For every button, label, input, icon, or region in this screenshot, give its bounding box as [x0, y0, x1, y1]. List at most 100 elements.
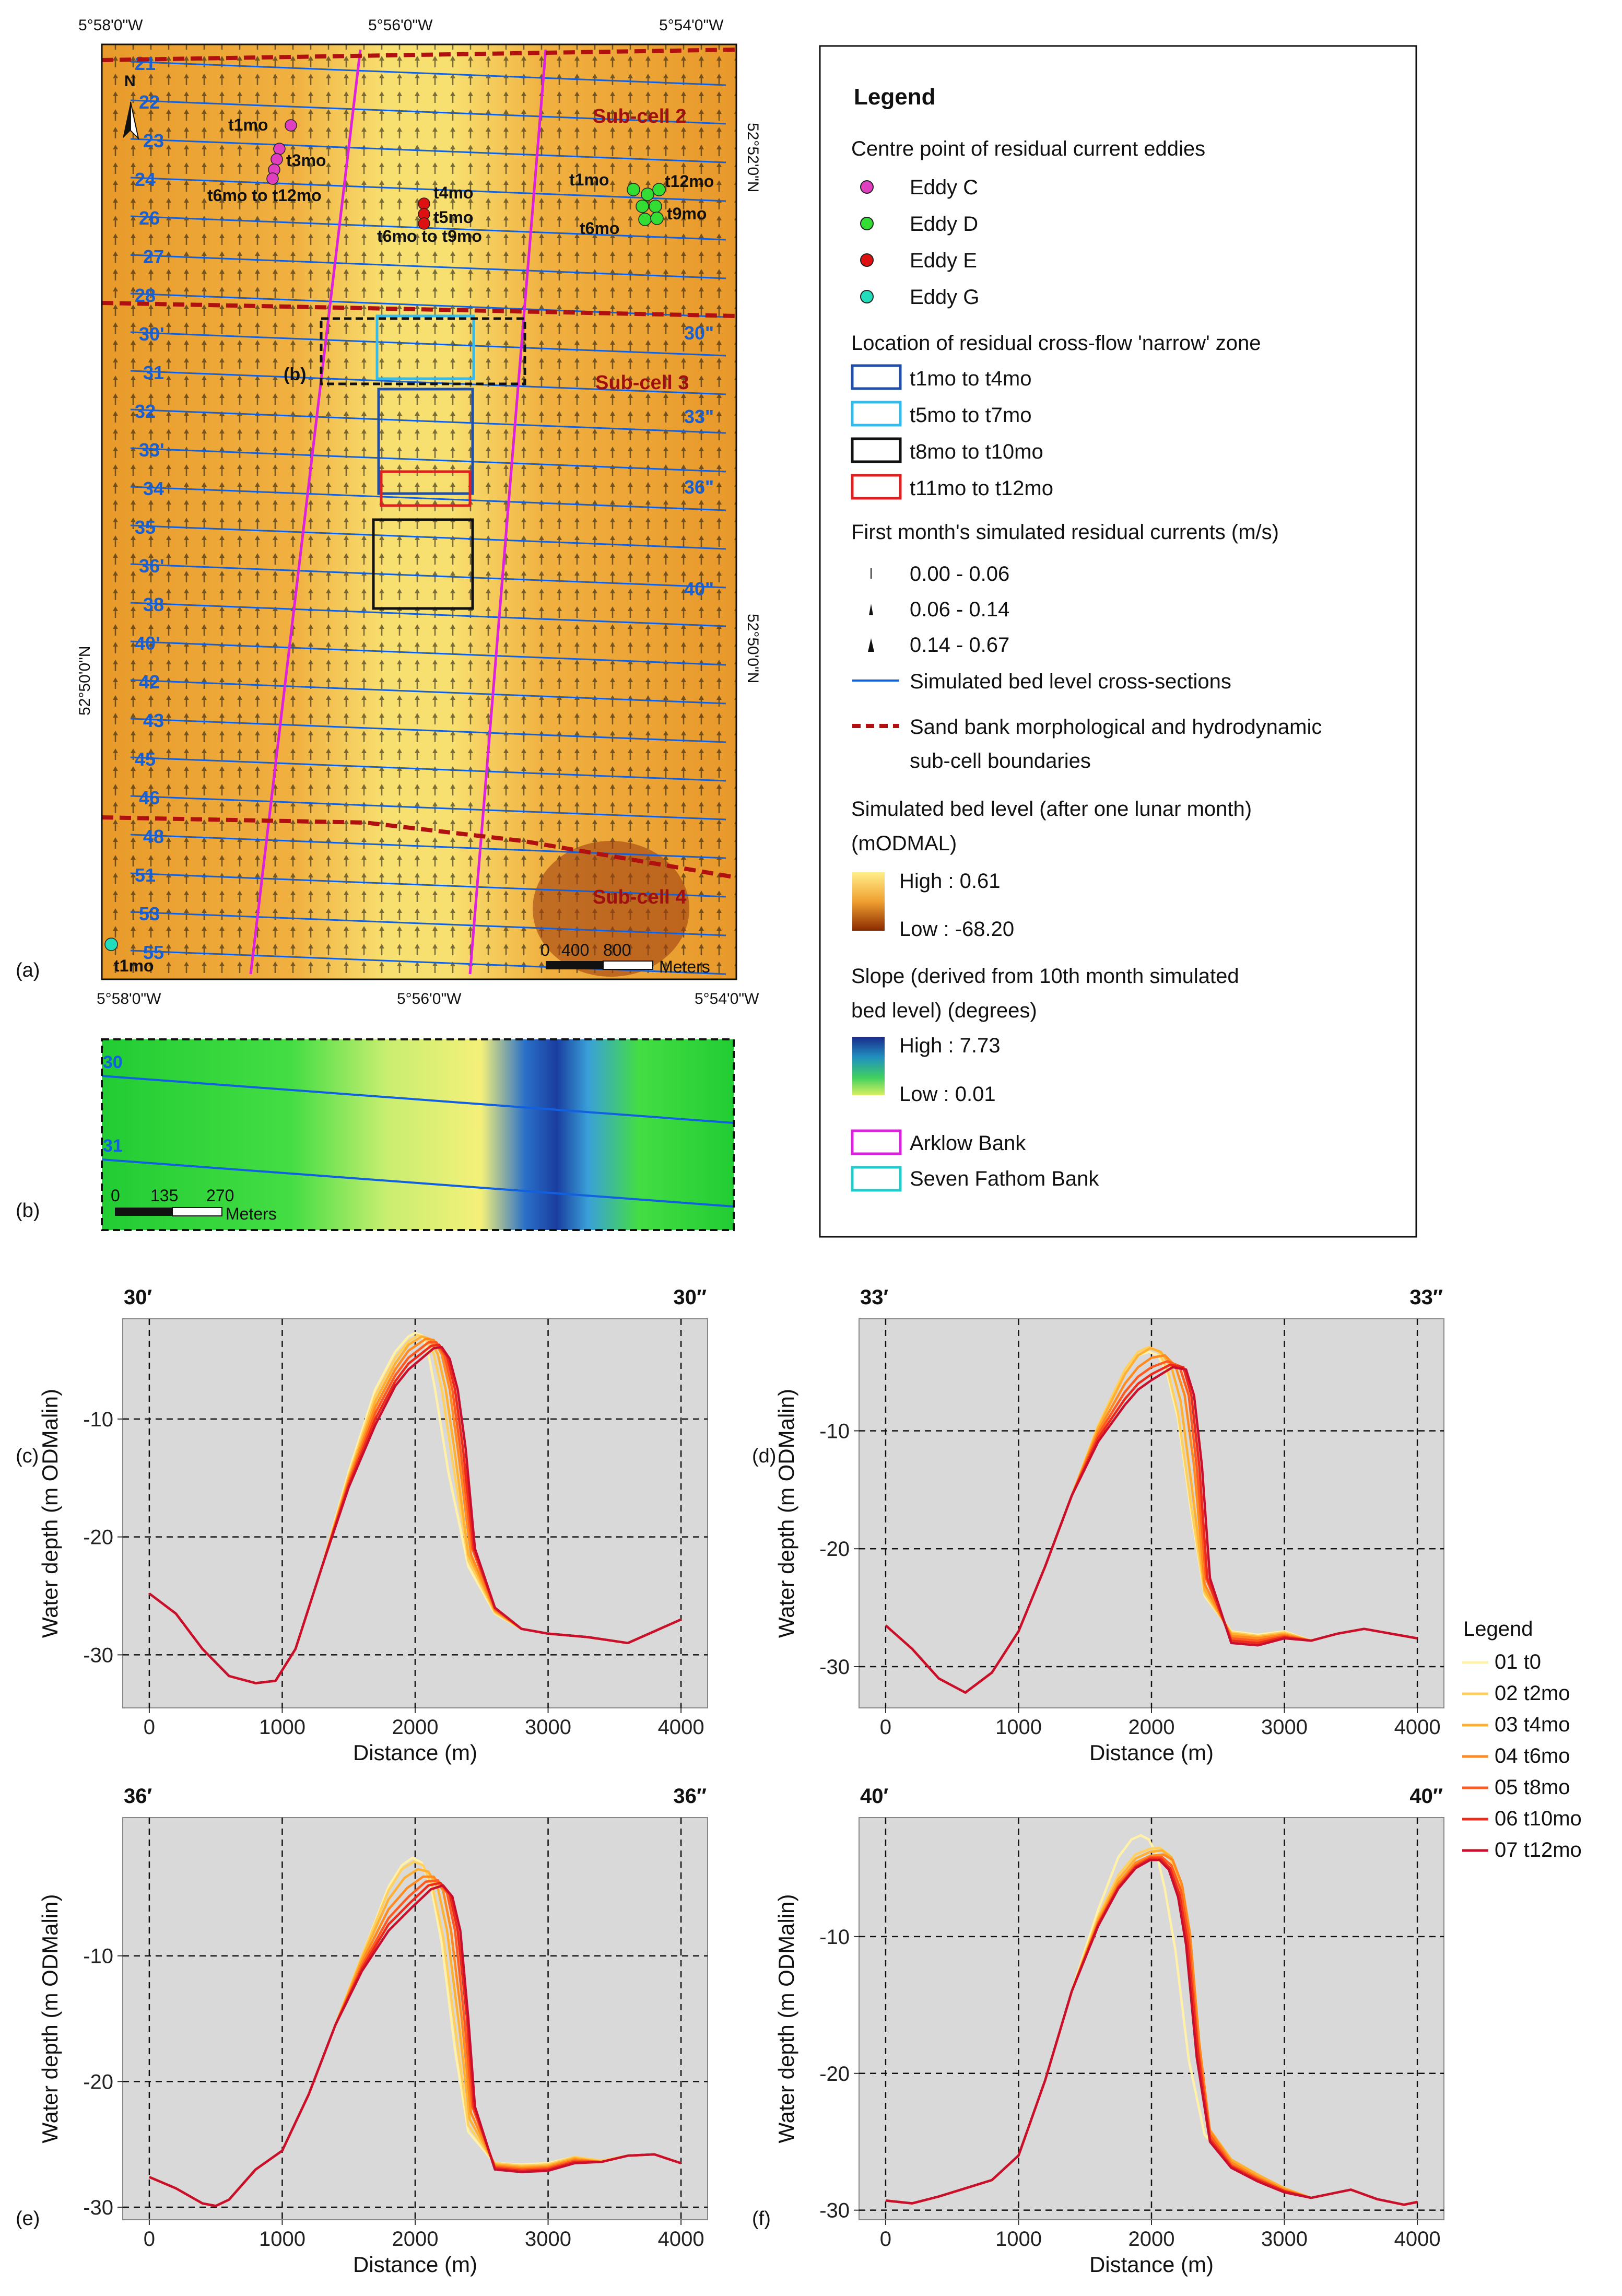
y-tick-label: -20 [819, 2063, 850, 2086]
profile-chart: 0 1000 2000 3000 4000 -10 -20 -30 Distance (m) Wa… [774, 1785, 1444, 2277]
section-start-label: 36′ [124, 1785, 152, 1808]
map-section-line [130, 679, 726, 705]
subcell-label: Sub-cell 2 [593, 106, 687, 127]
scale-unit: Meters [659, 957, 710, 976]
legend-eddy-label: Eddy D [910, 213, 978, 236]
map-section-line [130, 872, 726, 898]
map-section-line [130, 563, 726, 589]
map-section-label: 33' [139, 439, 164, 461]
x-tick-label: 3000 [1261, 2228, 1308, 2251]
x-tick-label: 2000 [392, 1716, 439, 1739]
north-label: N [124, 73, 136, 90]
map-legend: Legend Centre point of residual current … [819, 45, 1417, 1238]
series-line [148, 1345, 682, 1684]
scale-tick: 0 [111, 1186, 120, 1205]
x-tick-label: 4000 [658, 2228, 704, 2251]
x-tick-label: 0 [144, 1716, 155, 1739]
legend-title: Legend [854, 84, 935, 110]
map-section-label: 23 [143, 130, 164, 151]
map-section-line [130, 486, 726, 511]
legend-bed-ramp [852, 872, 885, 931]
x-tick-label: 1000 [995, 2228, 1042, 2251]
map-section-line [130, 640, 726, 666]
eddy-label: t4mo [433, 183, 473, 202]
map-section-line [130, 61, 726, 86]
scale-tick: 270 [206, 1186, 234, 1205]
map-section-end-label: 40" [684, 578, 714, 600]
eddy-d-point [638, 213, 652, 226]
panel-label-e: (e) [16, 2208, 40, 2230]
map-section-line [130, 718, 726, 743]
profile-legend-label: 02 t2mo [1495, 1682, 1570, 1705]
map-section-line [130, 254, 726, 279]
map-section-line [130, 950, 726, 975]
legend-crosssection-label: Simulated bed level cross-sections [910, 670, 1231, 693]
panel-label-c: (c) [16, 1445, 39, 1467]
legend-sevenfathom-swatch [851, 1166, 902, 1192]
legend-eddy-label: Eddy C [910, 176, 978, 199]
eddy-label: t12mo [665, 172, 714, 191]
map-section-label: 21 [135, 53, 156, 74]
eddy-label: t9mo [667, 204, 707, 223]
eddy-d-point [650, 212, 664, 225]
map-section-line [130, 331, 726, 357]
lat-tick-right: 52°52'0"N [744, 123, 761, 192]
map-section-label: 34 [143, 478, 164, 499]
x-axis-label: Distance (m) [1089, 2252, 1214, 2277]
map-section-label: 35 [135, 517, 156, 538]
scale-tick: 135 [150, 1186, 178, 1205]
legend-current-label: 0.00 - 0.06 [910, 563, 1009, 585]
y-tick-label: -30 [83, 1644, 113, 1667]
legend-eddy-label: Eddy G [910, 286, 979, 309]
eddy-label: t6mo to t9mo [377, 227, 482, 245]
x-tick-label: 3000 [1261, 1716, 1308, 1739]
map-section-label: 30' [139, 323, 164, 345]
map-section-label: 40' [135, 632, 160, 654]
map-residual-current-arrows [102, 44, 736, 979]
map-section-end-label: 36" [684, 476, 714, 498]
map-scale-bar: 0 400 800 Meters [540, 941, 710, 976]
map-section-label: 43 [143, 710, 164, 731]
legend-frame [819, 45, 1417, 1238]
legend-eddy-e-swatch [860, 253, 874, 267]
profile-chart: 0 1000 2000 3000 4000 -10 -20 -30 Distance (m) Wa… [38, 1785, 708, 2277]
x-tick-label: 4000 [1394, 1716, 1441, 1739]
lon-tick-bottom: 5°54'0"W [695, 990, 759, 1008]
subcell-label: Sub-cell 4 [593, 886, 687, 908]
legend-zone-label: t11mo to t12mo [910, 477, 1053, 500]
map-section-line [130, 177, 726, 202]
zone-t8mo-t10mo [372, 518, 474, 610]
x-tick-label: 0 [880, 1716, 891, 1739]
x-tick-label: 4000 [1394, 2228, 1441, 2251]
eddy-c-point [266, 172, 279, 185]
legend-eddy-d-swatch [860, 217, 874, 230]
eddy-d-point [641, 188, 654, 201]
scale-unit: Meters [226, 1204, 277, 1223]
lon-tick-top: 5°54'0"W [659, 17, 724, 34]
x-tick-label: 1000 [995, 1716, 1042, 1739]
legend-current-heading: First month's simulated residual current… [851, 521, 1279, 544]
y-axis-label: Water depth (m ODMalin) [38, 1389, 62, 1638]
x-tick-label: 0 [880, 2228, 891, 2251]
legend-slope-heading: bed level) (degrees) [851, 999, 1037, 1022]
x-tick-label: 2000 [1129, 2228, 1175, 2251]
eddy-d-point [636, 200, 649, 213]
legend-slope-ramp [852, 1037, 885, 1095]
legend-slope-heading: Slope (derived from 10th month simulated [851, 965, 1239, 988]
inset-section-label: 30 [103, 1052, 123, 1072]
y-tick-label: -30 [819, 1656, 850, 1679]
y-tick-label: -10 [819, 1926, 850, 1949]
legend-current-label: 0.14 - 0.67 [910, 634, 1009, 657]
profile-legend-label: 07 t12mo [1495, 1838, 1582, 1861]
map-section-line [130, 834, 726, 859]
inset-locator-box [320, 317, 526, 385]
inset-section-line [101, 1075, 734, 1124]
map-section-label: 48 [143, 826, 164, 847]
zone-t1mo-t4mo [377, 388, 474, 495]
scale-tick: 0 [540, 941, 550, 959]
legend-bank-label: Arklow Bank [910, 1132, 1026, 1155]
legend-eddy-heading: Centre point of residual current eddies [851, 137, 1205, 160]
map-section-label: 26 [139, 207, 160, 229]
profile-legend-label: 06 t10mo [1495, 1807, 1582, 1830]
map-section-label: 32 [135, 401, 156, 422]
